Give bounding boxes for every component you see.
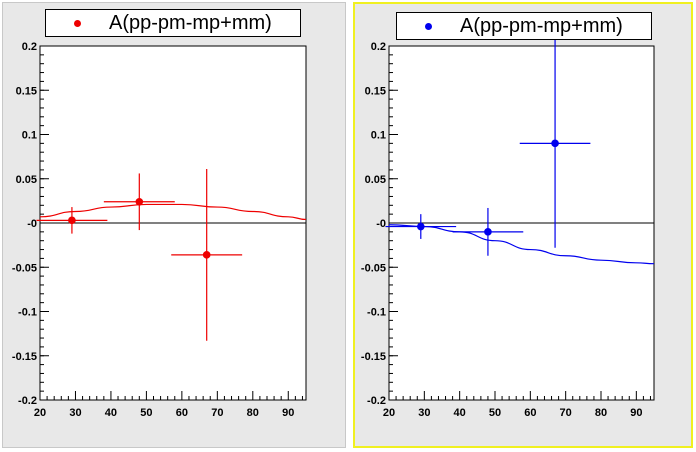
right-x-tick-label: 20 xyxy=(383,407,395,419)
right-y-tick-label: 0.1 xyxy=(371,130,386,142)
left-x-tick-label: 50 xyxy=(140,407,152,419)
left-y-tick-label: -0 xyxy=(27,218,37,230)
right-legend-label: A(pp-pm-mp+mm) xyxy=(460,14,623,37)
right-data-point xyxy=(452,207,524,256)
right-y-tick-label: 0.05 xyxy=(365,174,386,186)
left-point-marker xyxy=(135,197,144,206)
left-y-tick-label: 0.15 xyxy=(16,85,37,97)
right-data-point xyxy=(519,38,591,248)
right-fit-curve xyxy=(388,224,655,265)
left-x-tick-label: 80 xyxy=(247,407,259,419)
left-y-tick-label: -0.15 xyxy=(12,351,37,363)
right-point-marker xyxy=(484,228,492,236)
right-point-marker xyxy=(551,139,559,148)
right-legend: A(pp-pm-mp+mm) xyxy=(396,12,652,40)
left-legend: A(pp-pm-mp+mm) xyxy=(45,9,301,37)
left-data-point xyxy=(36,207,108,234)
right-y-tick-label: -0 xyxy=(376,218,386,230)
left-x-tick-label: 40 xyxy=(105,407,117,419)
left-data-point xyxy=(171,169,243,341)
right-y-tick-label: -0.2 xyxy=(367,395,386,407)
left-point-marker xyxy=(202,251,211,259)
right-x-tick-label: 70 xyxy=(560,407,572,419)
right-x-tick-label: 50 xyxy=(489,407,501,419)
left-y-tick-label: 0.2 xyxy=(22,41,37,53)
right-y-tick-label: -0.15 xyxy=(361,351,386,363)
left-y-tick-label: 0.1 xyxy=(22,130,37,142)
right-y-tick-label: -0.1 xyxy=(367,307,386,319)
right-data-point xyxy=(385,214,457,239)
left-legend-label: A(pp-pm-mp+mm) xyxy=(109,11,272,34)
right-y-tick-label: 0.15 xyxy=(365,85,386,97)
right-y-tick-label: 0.2 xyxy=(371,41,386,53)
left-y-tick-label: -0.05 xyxy=(12,262,37,274)
right-point-marker xyxy=(417,222,425,231)
left-x-tick-label: 60 xyxy=(176,407,188,419)
left-point-marker xyxy=(68,216,76,225)
left-x-tick-label: 70 xyxy=(211,407,223,419)
right-x-tick-label: 80 xyxy=(595,407,607,419)
left-y-tick-label: -0.1 xyxy=(18,307,37,319)
right-legend-marker-icon xyxy=(425,22,432,30)
right-x-tick-label: 60 xyxy=(524,407,536,419)
right-x-tick-label: 30 xyxy=(418,407,430,419)
left-data-point xyxy=(103,173,175,231)
right-x-tick-label: 90 xyxy=(630,407,642,419)
right-y-tick-label: -0.05 xyxy=(361,262,386,274)
left-x-tick-label: 30 xyxy=(69,407,81,419)
left-x-tick-label: 20 xyxy=(34,407,46,419)
right-x-tick-label: 40 xyxy=(454,407,466,419)
left-y-tick-label: 0.05 xyxy=(16,174,37,186)
left-legend-marker-icon xyxy=(74,19,81,27)
left-fit-curve xyxy=(39,203,307,221)
left-y-tick-label: -0.2 xyxy=(18,395,37,407)
left-x-tick-label: 90 xyxy=(282,407,294,419)
